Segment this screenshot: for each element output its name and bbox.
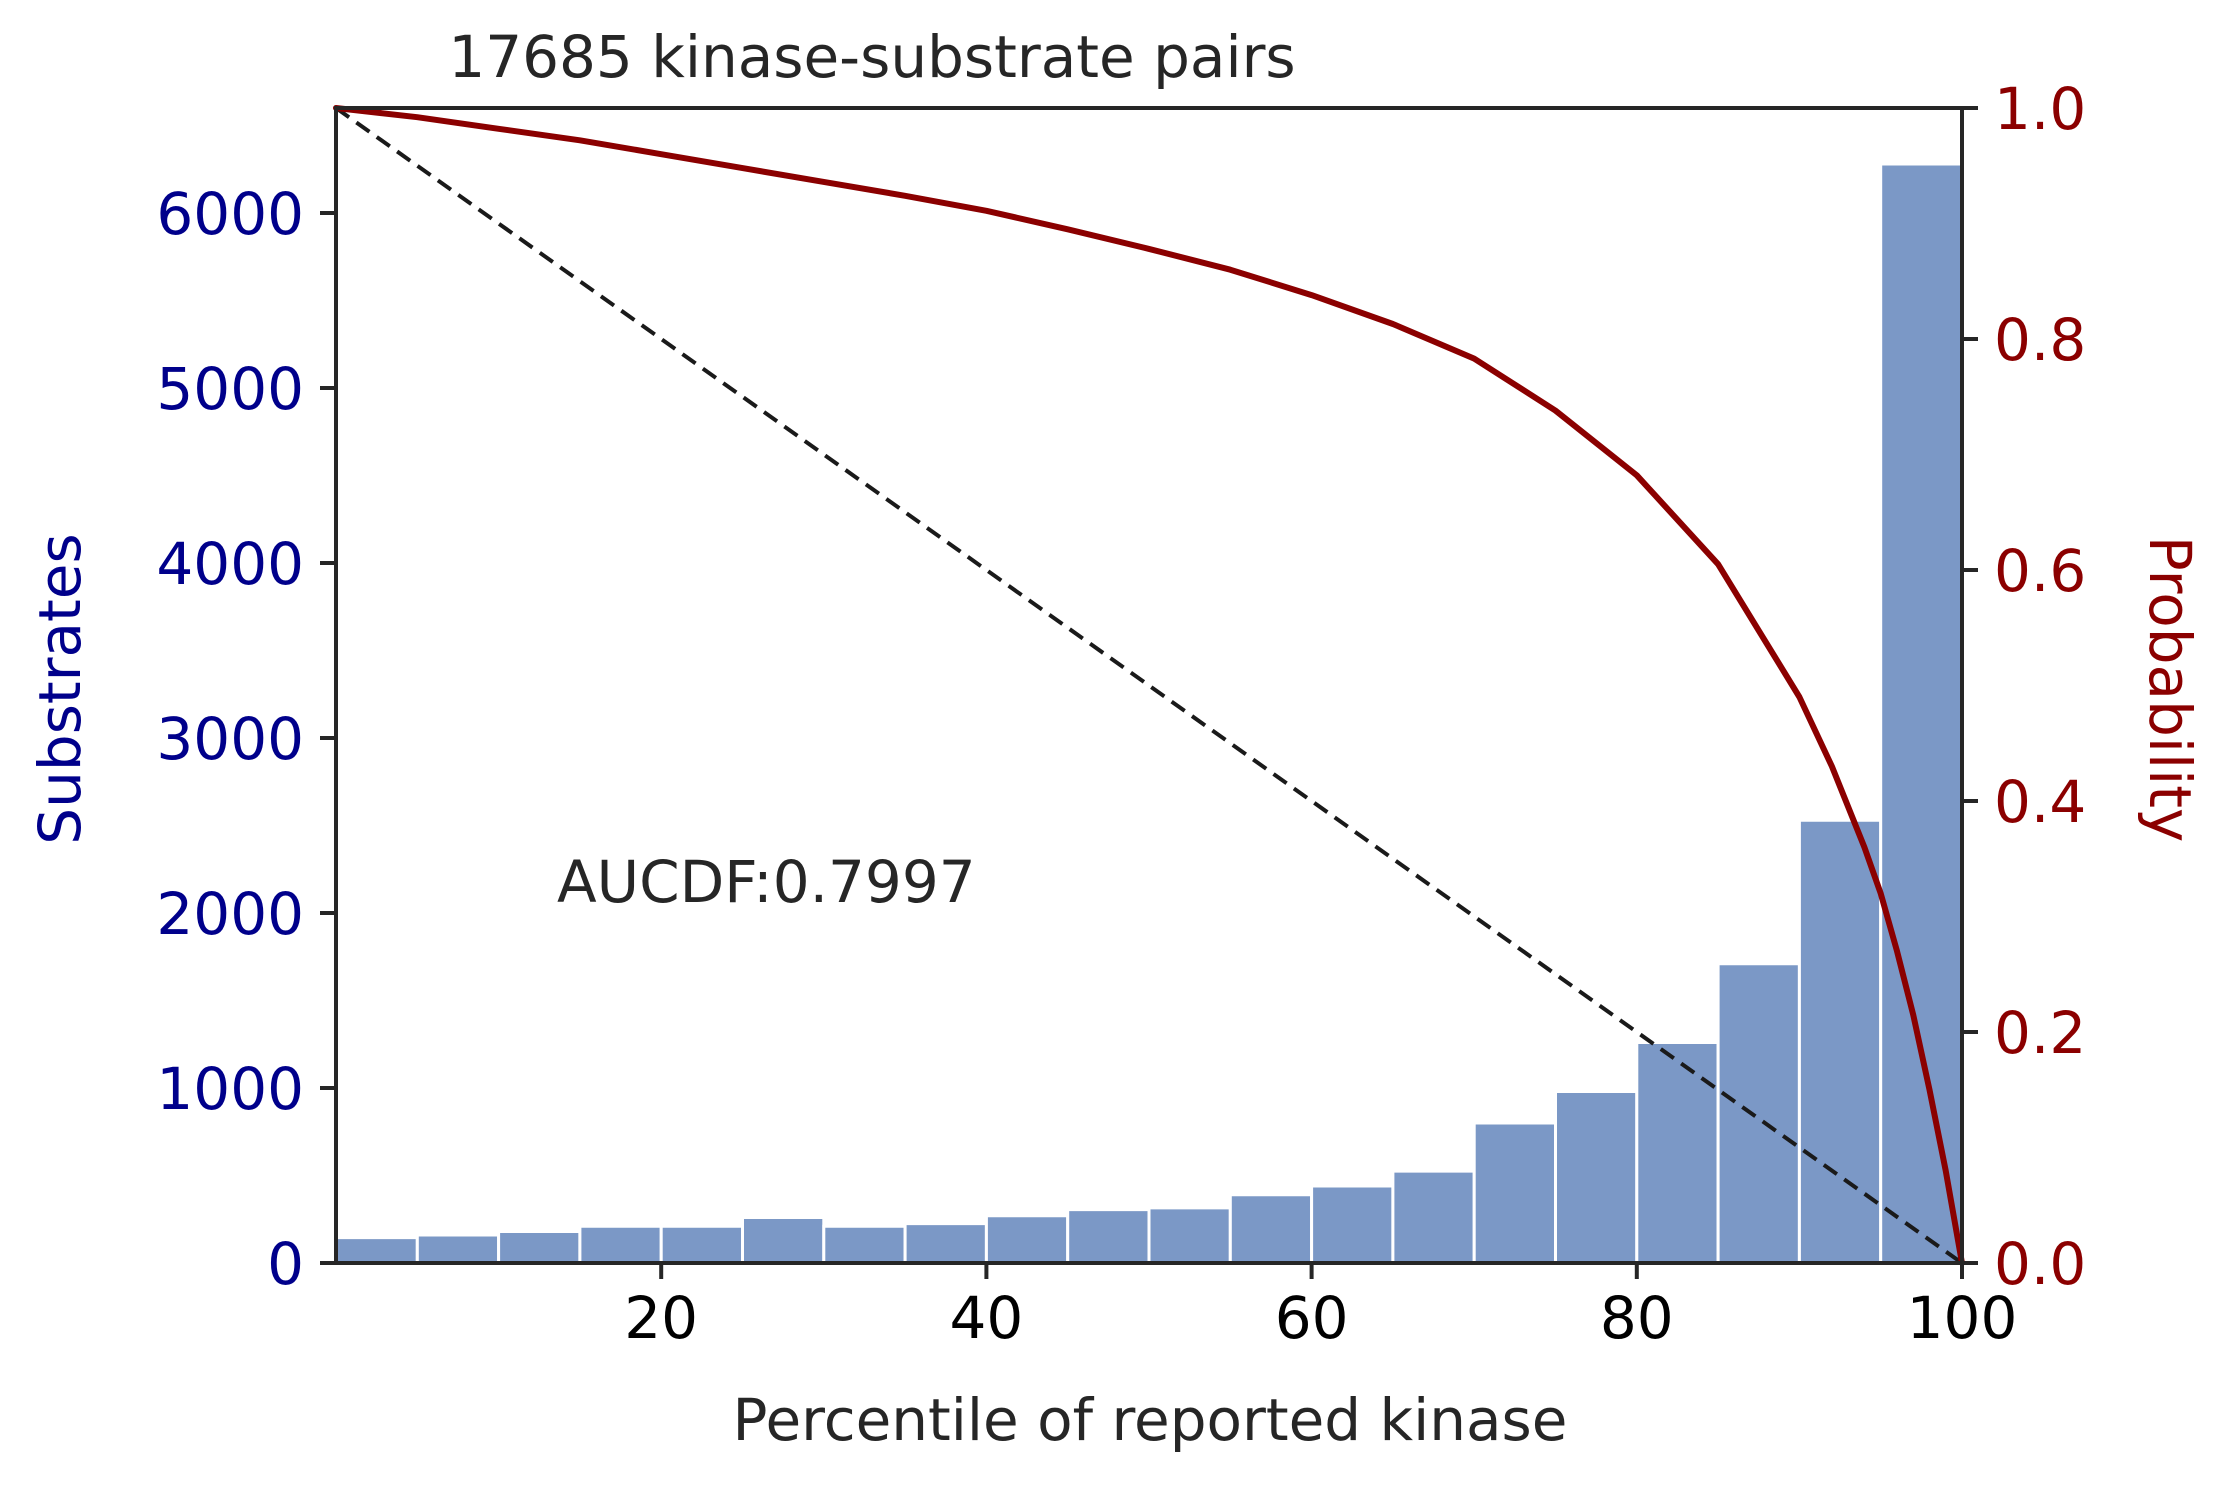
y-tick-label: 4000 (156, 530, 304, 598)
x-tick-label: 40 (949, 1284, 1023, 1352)
x-tick-label: 20 (624, 1284, 698, 1352)
y-tick-label: 6000 (156, 180, 304, 248)
x-tick-label: 60 (1275, 1284, 1349, 1352)
histogram-bar-4 (578, 1224, 663, 1265)
y2-axis-label: Probability (2136, 536, 2204, 843)
histogram-bar-10 (1066, 1208, 1151, 1265)
histogram-bar-7 (822, 1224, 907, 1265)
chart-title: 17685 kinase-substrate pairs (448, 23, 1295, 91)
histogram-bar-9 (984, 1214, 1070, 1265)
histogram-bar-17 (1635, 1041, 1720, 1265)
y-tick-label: 5000 (156, 355, 304, 423)
histogram-bar-15 (1472, 1121, 1557, 1265)
histogram-bar-12 (1228, 1193, 1314, 1265)
histogram-bar-16 (1554, 1090, 1639, 1265)
y2-tick-label: 0.8 (1994, 306, 2086, 374)
axes: 20 40 60 80 10001000200030004000500060000.00… (156, 75, 2086, 1352)
y-tick-label: 1000 (156, 1055, 304, 1123)
histogram-bar-19 (1797, 818, 1883, 1265)
plot-lines (333, 105, 1965, 1266)
reference-diagonal-line (334, 106, 1964, 1265)
cdf-curve (333, 105, 1965, 1266)
histogram-bar-1 (334, 1236, 419, 1265)
histogram-bar-6 (741, 1216, 826, 1265)
aucdf-annotation: AUCDF:0.7997 (557, 848, 976, 916)
histogram-bar-5 (659, 1224, 745, 1265)
y-tick-label: 3000 (156, 705, 304, 773)
histogram-bar-3 (497, 1230, 582, 1265)
x-axis-label: Percentile of reported kinase (733, 1386, 1568, 1454)
histogram-bar-13 (1310, 1184, 1395, 1265)
x-tick-label: 80 (1600, 1284, 1674, 1352)
histogram-bar-20 (1879, 162, 1964, 1265)
y-tick-label: 2000 (156, 880, 304, 948)
histogram-bar-11 (1147, 1206, 1232, 1265)
y-axis-label: Substrates (26, 533, 94, 844)
histogram-bars (334, 162, 1964, 1265)
y2-tick-label: 0.0 (1994, 1230, 2086, 1298)
plot-frame (334, 106, 1964, 1265)
y-tick-label: 0 (267, 1230, 304, 1298)
histogram-bar-2 (415, 1233, 501, 1265)
y2-tick-label: 0.4 (1994, 768, 2086, 836)
histogram-bar-14 (1391, 1169, 1476, 1265)
x-tick-label: 100 (1907, 1284, 2018, 1352)
y2-tick-label: 1.0 (1994, 75, 2086, 143)
histogram-bar-8 (903, 1222, 988, 1265)
y2-tick-label: 0.6 (1994, 537, 2086, 605)
histogram-bar-18 (1716, 962, 1801, 1265)
y2-tick-label: 0.2 (1994, 999, 2086, 1067)
